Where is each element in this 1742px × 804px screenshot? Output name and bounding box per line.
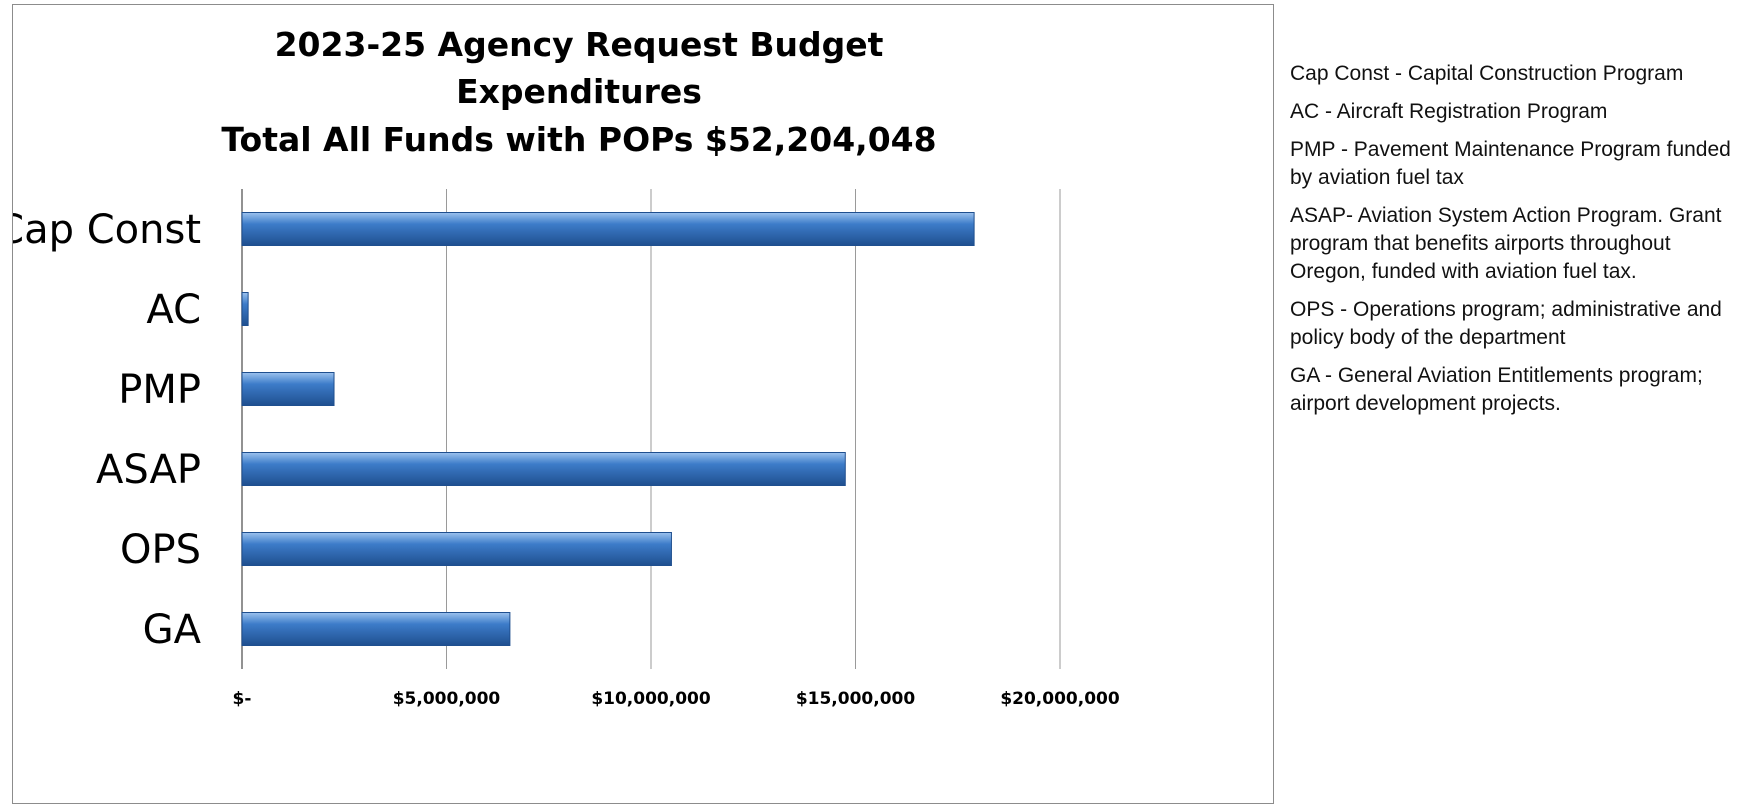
title-line-0: 2023-25 Agency Request Budget	[275, 25, 884, 64]
bar-ops	[241, 532, 672, 566]
x-tick-label-2: $10,000,000	[591, 689, 711, 709]
category-label-5: GA	[143, 607, 202, 653]
category-label-2: PMP	[118, 367, 201, 413]
title-line-2: Total All Funds with POPs $52,204,048	[221, 120, 936, 159]
title-line-1: Expenditures	[456, 72, 702, 111]
category-label-0: Cap Const	[13, 207, 201, 253]
category-label-4: OPS	[120, 527, 201, 573]
grid-lines	[241, 189, 1061, 669]
x-tick-labels: $- $5,000,000 $10,000,000 $15,000,000 $20,00…	[233, 689, 1120, 709]
bar-cap-const	[241, 212, 975, 246]
bar-chart: 2023-25 Agency Request Budget Expenditure…	[13, 25, 1120, 709]
bar-ga	[241, 612, 511, 646]
chart-title: 2023-25 Agency Request Budget Expenditure…	[221, 25, 936, 159]
bar-pmp	[241, 372, 335, 406]
note-pmp: PMP - Pavement Maintenance Program funde…	[1290, 138, 1731, 189]
x-tick-label-3: $15,000,000	[796, 689, 916, 709]
category-label-1: AC	[146, 287, 201, 333]
category-labels: Cap Const AC PMP ASAP OPS GA	[13, 207, 202, 653]
bar-asap	[241, 452, 846, 486]
x-tick-label-0: $-	[233, 689, 252, 709]
note-ac: AC - Aircraft Registration Program	[1290, 100, 1608, 123]
note-asap: ASAP- Aviation System Action Program. Gr…	[1290, 204, 1722, 283]
x-tick-label-1: $5,000,000	[393, 689, 501, 709]
legend-notes: Cap Const - Capital Construction Program…	[1290, 60, 1740, 428]
note-cap-const: Cap Const - Capital Construction Program	[1290, 62, 1684, 85]
category-label-3: ASAP	[96, 447, 201, 493]
bar-ac	[241, 292, 249, 326]
bars	[241, 212, 975, 646]
chart-frame: 2023-25 Agency Request Budget Expenditure…	[12, 4, 1274, 804]
note-ga: GA - General Aviation Entitlements progr…	[1290, 364, 1703, 415]
note-ops: OPS - Operations program; administrative…	[1290, 298, 1722, 349]
x-tick-label-4: $20,000,000	[1000, 689, 1120, 709]
